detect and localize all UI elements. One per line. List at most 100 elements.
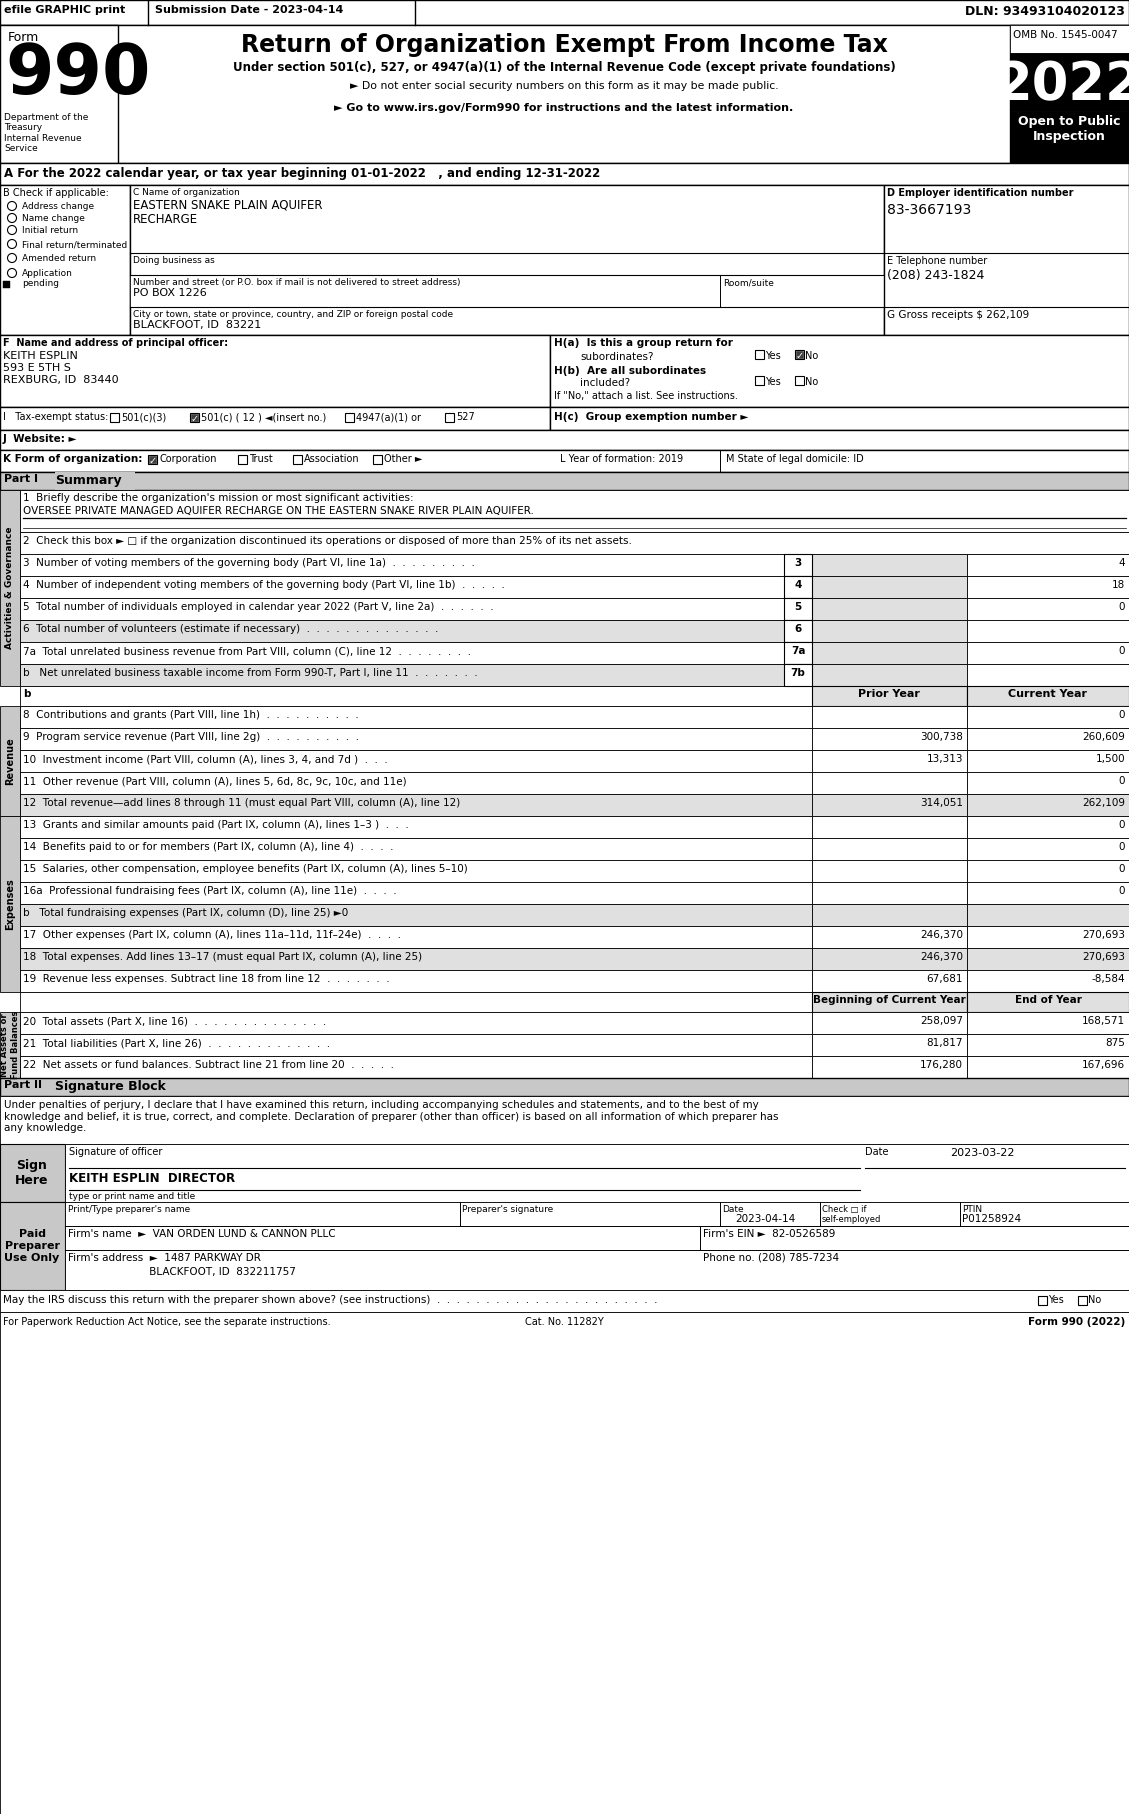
Text: J  Website: ►: J Website: ► (3, 434, 78, 444)
Bar (0, 472, 1129, 490)
Bar (968, 992, 1129, 1012)
Bar (550, 406, 1129, 430)
Text: H(b)  Are all subordinates: H(b) Are all subordinates (554, 366, 706, 375)
Bar (812, 838, 968, 860)
Circle shape (8, 239, 17, 249)
Bar (20, 949, 812, 970)
Text: 14  Benefits paid to or for members (Part IX, column (A), line 4)  .  .  .  .: 14 Benefits paid to or for members (Part… (23, 842, 394, 853)
Text: 875: 875 (1105, 1038, 1124, 1048)
Bar (148, 455, 157, 464)
Bar (20, 970, 812, 992)
Text: May the IRS discuss this return with the preparer shown above? (see instructions: May the IRS discuss this return with the… (3, 1295, 657, 1304)
Bar (0, 0, 1129, 25)
Bar (1078, 1295, 1087, 1304)
Text: Form: Form (8, 31, 40, 44)
Text: BLACKFOOT, ID  832211757: BLACKFOOT, ID 832211757 (68, 1266, 296, 1277)
Bar (20, 1012, 812, 1034)
Text: Date: Date (865, 1146, 889, 1157)
Bar (784, 642, 812, 664)
Bar (755, 375, 764, 385)
Text: H(c)  Group exemption number ►: H(c) Group exemption number ► (554, 412, 749, 423)
Text: 0: 0 (1119, 646, 1124, 657)
Text: 2023-04-14: 2023-04-14 (735, 1214, 795, 1224)
Circle shape (8, 201, 17, 210)
Text: 300,738: 300,738 (920, 733, 963, 742)
Bar (812, 903, 968, 925)
Bar (968, 1056, 1129, 1078)
Bar (0, 706, 20, 816)
Text: 15  Salaries, other compensation, employee benefits (Part IX, column (A), lines : 15 Salaries, other compensation, employe… (23, 863, 467, 874)
Bar (968, 860, 1129, 882)
Text: 5  Total number of individuals employed in calendar year 2022 (Part V, line 2a) : 5 Total number of individuals employed i… (23, 602, 493, 611)
Bar (445, 414, 454, 423)
Bar (0, 1203, 65, 1290)
Text: 4: 4 (1119, 559, 1124, 568)
Text: Open to Public
Inspection: Open to Public Inspection (1017, 114, 1120, 143)
Text: Beginning of Current Year: Beginning of Current Year (813, 996, 965, 1005)
Text: 0: 0 (1119, 842, 1124, 853)
Bar (1010, 53, 1129, 111)
Text: H(a)  Is this a group return for: H(a) Is this a group return for (554, 337, 733, 348)
Bar (0, 1012, 20, 1078)
Text: For Paperwork Reduction Act Notice, see the separate instructions.: For Paperwork Reduction Act Notice, see … (3, 1317, 331, 1328)
Bar (550, 336, 1129, 406)
Text: Room/suite: Room/suite (723, 278, 773, 287)
Bar (0, 1312, 1129, 1814)
Bar (20, 992, 812, 1012)
Text: Return of Organization Exempt From Income Tax: Return of Organization Exempt From Incom… (240, 33, 887, 56)
Text: 0: 0 (1119, 885, 1124, 896)
Text: I   Tax-exempt status:: I Tax-exempt status: (3, 412, 108, 423)
Bar (20, 773, 812, 795)
Text: 16a  Professional fundraising fees (Part IX, column (A), line 11e)  .  .  .  .: 16a Professional fundraising fees (Part … (23, 885, 396, 896)
Bar (1010, 111, 1129, 163)
Bar (812, 992, 968, 1012)
Bar (65, 1145, 1129, 1203)
Text: Yes: Yes (765, 350, 781, 361)
Text: Address change: Address change (21, 201, 94, 210)
Bar (1010, 25, 1129, 163)
Bar (812, 749, 968, 773)
Bar (110, 414, 119, 423)
Text: included?: included? (580, 377, 630, 388)
Text: Date: Date (723, 1204, 744, 1214)
Text: Doing business as: Doing business as (133, 256, 215, 265)
Text: 260,609: 260,609 (1082, 733, 1124, 742)
Text: Amended return: Amended return (21, 254, 96, 263)
Bar (294, 455, 301, 464)
Text: Phone no. (208) 785-7234: Phone no. (208) 785-7234 (703, 1253, 839, 1263)
Text: Under section 501(c), 527, or 4947(a)(1) of the Internal Revenue Code (except pr: Under section 501(c), 527, or 4947(a)(1)… (233, 62, 895, 74)
Bar (20, 642, 784, 664)
Text: End of Year: End of Year (1015, 996, 1082, 1005)
Text: 13  Grants and similar amounts paid (Part IX, column (A), lines 1–3 )  .  .  .: 13 Grants and similar amounts paid (Part… (23, 820, 409, 831)
Text: KEITH ESPLIN  DIRECTOR: KEITH ESPLIN DIRECTOR (69, 1172, 235, 1185)
Text: 270,693: 270,693 (1082, 931, 1124, 940)
Bar (3, 281, 10, 288)
Bar (812, 816, 968, 838)
Bar (968, 706, 1129, 727)
Bar (20, 749, 812, 773)
Text: 17  Other expenses (Part IX, column (A), lines 11a–11d, 11f–24e)  .  .  .  .: 17 Other expenses (Part IX, column (A), … (23, 931, 401, 940)
Text: 3  Number of voting members of the governing body (Part VI, line 1a)  .  .  .  .: 3 Number of voting members of the govern… (23, 559, 475, 568)
Text: Corporation: Corporation (159, 454, 217, 464)
Text: 258,097: 258,097 (920, 1016, 963, 1027)
Text: Department of the
Treasury
Internal Revenue
Service: Department of the Treasury Internal Reve… (5, 112, 88, 152)
Circle shape (8, 214, 17, 223)
Text: 7b: 7b (790, 668, 805, 678)
Bar (20, 664, 784, 686)
Text: Paid
Preparer
Use Only: Paid Preparer Use Only (5, 1230, 60, 1263)
Text: E Telephone number: E Telephone number (887, 256, 987, 267)
Text: 246,370: 246,370 (920, 931, 963, 940)
Text: 4: 4 (795, 580, 802, 590)
Text: Name change: Name change (21, 214, 85, 223)
Bar (968, 838, 1129, 860)
Text: 2023-03-22: 2023-03-22 (949, 1148, 1015, 1157)
Circle shape (8, 225, 17, 234)
Text: 13,313: 13,313 (927, 755, 963, 764)
Text: 18: 18 (1112, 580, 1124, 590)
Text: G Gross receipts $ 262,109: G Gross receipts $ 262,109 (887, 310, 1030, 319)
Bar (968, 925, 1129, 949)
Text: C Name of organization: C Name of organization (133, 189, 239, 198)
Bar (755, 350, 764, 359)
Text: Cat. No. 11282Y: Cat. No. 11282Y (525, 1317, 603, 1328)
Bar (0, 450, 1129, 472)
